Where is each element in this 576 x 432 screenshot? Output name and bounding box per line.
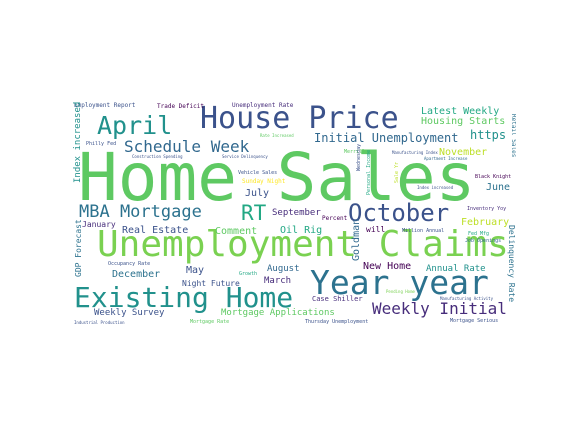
word-oil-rig: Oil Rig [280,225,323,236]
word-vehicle-sales: Vehicle Sales [238,170,278,176]
word-will: will [366,225,386,234]
word-manufacturing-index: Manufacturing Index [392,150,438,155]
word-housing-starts: Housing Starts [421,116,506,127]
word-february: February [461,217,510,228]
word-september: September [272,208,321,218]
word-percent: Percent [322,215,348,222]
word-august: August [267,264,300,274]
word-new-home: New Home [363,261,412,272]
word-unemployment-claims: Unemployment Claims [97,224,509,265]
word-cloud: Home Sales Unemployment Claims Existing … [72,99,516,329]
word-october: October [348,199,450,227]
word-job-openings: Job Openings [465,238,502,244]
word-merrill: Merrill [344,149,366,155]
word-july: July [245,188,270,199]
word-real-estate: Real Estate [122,225,189,236]
word-apartment-increase: Apartment Increase [424,156,468,161]
word-mortgage-rate: Mortgage Rate [190,319,230,325]
word-gdp-forecast: GDP Forecast [74,219,83,277]
word-home-sales: Home Sales [78,139,476,216]
word-trade-deficit: Trade Deficit [157,103,204,110]
word-initial-unemployment: Initial Unemployment [314,131,459,145]
word-schedule-week: Schedule Week [124,137,250,156]
word-unemployment-rate: Unemployment Rate [232,102,294,109]
word-existing-home: Existing Home [74,281,294,314]
word-goldman: Goldman [351,218,362,261]
word-personal-income: Personal Income [366,149,372,195]
word-industrial-production: Industrial Production [74,320,125,325]
word-rate-increased: Rate Increased [260,133,294,138]
word-index-increased: Index increased [73,101,83,183]
word-annual-rate: Annual Rate [426,264,486,274]
word-philly-fed: Philly Fed [86,141,117,147]
word-inventory-yoy: Inventory Yoy [467,206,507,212]
word-house-price: House Price [200,101,399,136]
word-april: April [97,111,173,140]
word-mba-mortgage: MBA Mortgage [79,202,202,222]
word-mortgage-serious: Mortgage Serious [450,318,499,324]
word-black-knight: Black Knight [475,174,512,180]
word-june: June [486,182,511,193]
word-november: November [439,147,488,158]
word-fed-mfg: Fed Mfg [468,231,490,237]
word-sale-yr: Sale Yr [394,161,400,183]
word-delinquency-rate: Delinquency Rate [507,225,516,303]
word-pending-home: Pending Home [386,289,415,294]
word-index-increased-small: Index increased [417,185,454,190]
word-sunday-night: Sunday Night [242,178,286,185]
word-employment-report: Employment Report [74,102,136,109]
word-year-year: Year year [310,263,489,302]
word-march: March [264,276,292,286]
word-service-delinquency: Service Delinquency [222,154,268,159]
word-manufacturing-activity: Manufacturing Activity [440,296,493,301]
word-rt: RT [241,201,267,225]
word-https: https [470,128,507,142]
word-mortgage-applications: Mortgage Applications [221,308,335,318]
word-construction-spending: Construction Spending [132,154,183,159]
word-million-annual: Million Annual [402,228,445,234]
word-december: December [112,269,161,280]
word-january: January [82,220,116,229]
word-weekly-initial: Weekly Initial [372,299,507,318]
word-weekly-survey: Weekly Survey [94,308,165,318]
word-retail-sales: Retail Sales [510,114,516,158]
word-night-future: Night Future [182,279,240,288]
word-thursday-unemployment: Thursday Unemployment [305,319,369,325]
word-wednesday: Wednesday [356,143,362,171]
word-may: May [186,265,205,276]
word-case-shiller: Case Shiller [312,295,363,303]
word-comment: Comment [215,226,258,237]
word-occupancy-rate: Occupancy Rate [108,261,151,267]
word-growth: Growth [239,271,258,277]
word-latest-weekly: Latest Weekly [421,106,500,117]
